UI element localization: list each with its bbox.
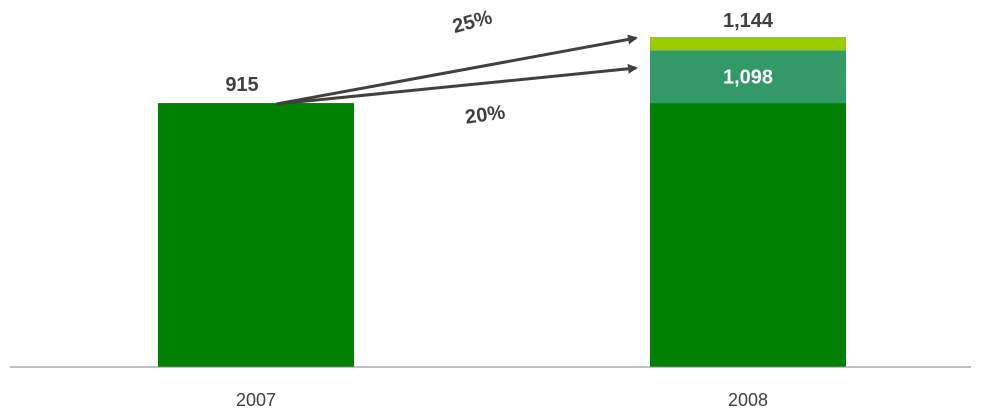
- bars-group: [158, 37, 846, 368]
- bar-2008-segment-2: [650, 50, 846, 104]
- x-tick-label-2007: 2007: [236, 390, 276, 410]
- data-label-1098: 1,098: [723, 67, 773, 89]
- data-label-915: 915: [225, 74, 258, 96]
- growth-arrow-20pct: [275, 63, 638, 106]
- bar-2008-segment-3: [650, 37, 846, 51]
- growth-label-25pct: 25%: [450, 6, 495, 38]
- x-tick-label-2008: 2008: [728, 390, 768, 410]
- data-label-1144: 1,144: [723, 10, 774, 32]
- growth-arrows-group: [275, 34, 638, 106]
- bar-2008-segment-1: [650, 103, 846, 368]
- growth-arrow-25pct: [275, 34, 638, 106]
- bar-2007-segment-1: [158, 103, 354, 368]
- growth-label-20pct: 20%: [464, 101, 507, 128]
